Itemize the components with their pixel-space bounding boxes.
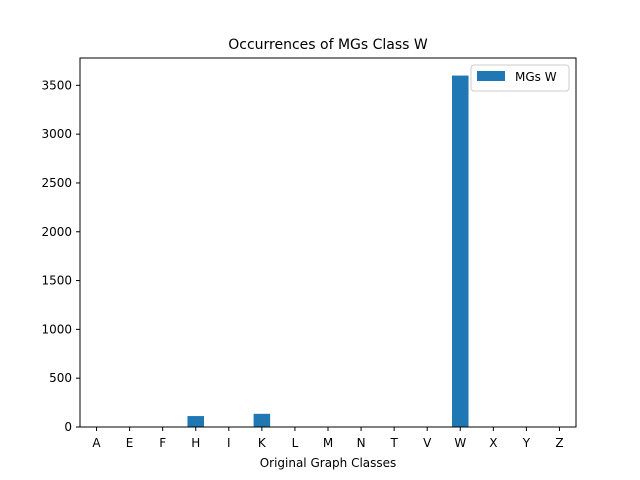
x-tick-label: Z — [555, 436, 563, 450]
legend: MGs W — [470, 64, 570, 92]
y-axis-ticks: 0 500 1000 1500 2000 2500 3000 3500 — [41, 78, 80, 434]
chart-title: Occurrences of MGs Class W — [228, 37, 428, 53]
legend-label: MGs W — [515, 70, 557, 84]
x-tick-label: F — [159, 436, 166, 450]
x-tick-label: N — [357, 436, 366, 450]
bar-K — [253, 413, 271, 427]
x-tick-label: A — [92, 436, 101, 450]
bar-W — [452, 75, 469, 427]
x-tick-label: M — [323, 436, 333, 450]
plot-frame — [79, 57, 577, 428]
y-tick-label: 3000 — [41, 127, 72, 141]
x-tick-label: X — [489, 436, 497, 450]
y-tick-label: 2000 — [41, 225, 72, 239]
y-tick-label: 1000 — [41, 322, 72, 336]
x-tick-label: I — [227, 436, 231, 450]
x-tick-label: W — [454, 436, 466, 450]
x-tick-label: Y — [522, 436, 531, 450]
y-tick-label: 0 — [64, 420, 72, 434]
legend-swatch — [477, 71, 505, 81]
y-tick-label: 3500 — [41, 78, 72, 92]
x-tick-label: T — [389, 436, 398, 450]
bar-H — [187, 416, 204, 427]
y-tick-label: 1500 — [41, 274, 72, 288]
x-tick-label: H — [191, 436, 200, 450]
x-tick-label: E — [126, 436, 134, 450]
x-axis-label: Original Graph Classes — [260, 456, 397, 470]
y-tick-label: 2500 — [41, 176, 72, 190]
y-tick-label: 500 — [49, 371, 72, 385]
x-tick-label: V — [423, 436, 432, 450]
x-tick-label: L — [292, 436, 299, 450]
bars — [187, 75, 469, 427]
x-tick-label: K — [258, 436, 267, 450]
